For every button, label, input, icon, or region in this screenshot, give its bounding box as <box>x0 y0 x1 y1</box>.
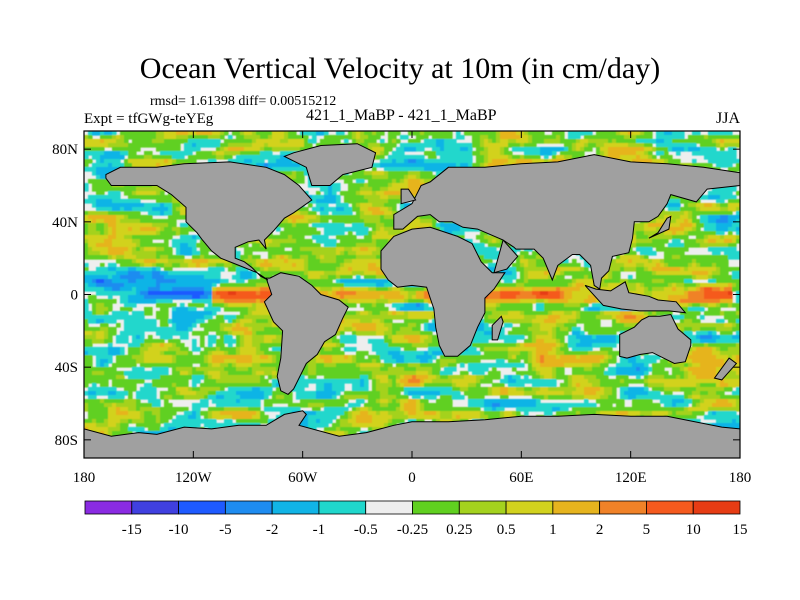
lon-tick-label: 120W <box>175 470 213 486</box>
colorbar-label: -5 <box>219 522 232 538</box>
stats-label: rmsd= 1.61398 diff= 0.00515212 <box>150 94 337 109</box>
land-mask <box>84 143 740 458</box>
colorbar-swatch <box>646 500 694 515</box>
land-polygon <box>283 143 377 186</box>
colorbar-label: 2 <box>596 522 604 538</box>
colorbar-label: -10 <box>169 522 189 538</box>
land-polygon <box>105 161 313 281</box>
colorbar-swatch <box>131 500 179 515</box>
land-polygon <box>648 215 672 239</box>
colorbar-swatch <box>552 500 601 515</box>
colorbar-label: 10 <box>686 522 701 538</box>
colorbar-swatch <box>599 500 647 515</box>
map-axes: 80N 40N 0 40S 80S 180 120W 60W 0 60E 120E 180 <box>52 131 751 486</box>
lat-tick-label: 40S <box>55 360 78 376</box>
colorbar-swatch <box>412 500 460 515</box>
colorbar-swatch <box>224 500 273 515</box>
colorbar-swatch <box>84 500 133 515</box>
colorbar-swatch <box>178 500 226 515</box>
lon-tick-label: 0 <box>408 470 416 486</box>
colorbar-label: -1 <box>313 522 326 538</box>
land-polygon <box>713 357 738 381</box>
colorbar-swatch <box>318 500 367 515</box>
lon-tick-label: 180 <box>729 470 752 486</box>
season-label: JJA <box>716 110 741 127</box>
colorbar-label: -0.5 <box>354 522 378 538</box>
land-polygon <box>491 315 504 341</box>
colorbar-label: 0.25 <box>446 522 472 538</box>
colorbar-label: -0.25 <box>397 522 428 538</box>
land-polygon <box>84 410 740 458</box>
colorbar-label: 5 <box>643 522 651 538</box>
lat-tick-label: 80N <box>52 142 78 158</box>
colorbar: -15 -10 -5 -2 -1 -0.5 -0.25 0.25 0.5 1 2 5 10 15 <box>84 500 748 538</box>
lat-tick-label: 80S <box>55 433 78 449</box>
colorbar-swatch <box>365 500 413 515</box>
colorbar-swatch <box>692 500 741 515</box>
land-polygon <box>263 272 349 396</box>
land-polygon <box>584 281 687 314</box>
land-polygon <box>400 188 417 205</box>
case-label: 421_1_MaBP - 421_1_MaBP <box>306 107 497 124</box>
lat-tick-label: 0 <box>71 288 79 304</box>
plot-title: Ocean Vertical Velocity at 10m (in cm/da… <box>139 52 661 85</box>
lon-tick-label: 120E <box>615 470 647 486</box>
colorbar-label: 0.5 <box>497 522 516 538</box>
colorbar-swatch <box>505 500 554 515</box>
colorbar-label: 15 <box>733 522 748 538</box>
land-polygon <box>393 154 740 290</box>
colorbar-swatch <box>271 500 320 515</box>
colorbar-swatch <box>458 500 507 515</box>
lon-tick-label: 60E <box>509 470 533 486</box>
lon-tick-label: 180 <box>73 470 96 486</box>
land-polygon <box>619 313 692 365</box>
colorbar-label: -15 <box>122 522 142 538</box>
land-polygon <box>380 226 506 357</box>
lon-tick-label: 60W <box>288 470 318 486</box>
experiment-label: Expt = tfGWg-teYEg <box>84 111 214 127</box>
colorbar-label: -2 <box>266 522 279 538</box>
lat-tick-label: 40N <box>52 215 78 231</box>
colorbar-label: 1 <box>549 522 557 538</box>
